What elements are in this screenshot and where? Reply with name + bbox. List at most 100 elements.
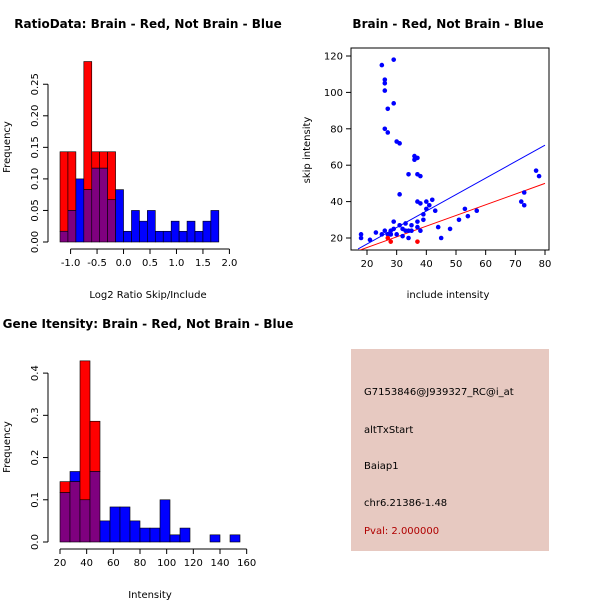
ratio-hist-bar xyxy=(115,189,124,243)
scatter-point-not-brain xyxy=(397,222,402,228)
ratio-hist-bar xyxy=(67,151,77,211)
intensity-hist-bar xyxy=(59,481,71,493)
ratio-hist-bar xyxy=(186,220,196,243)
ratio-hist-y-tick-label: 0.20 xyxy=(30,105,41,127)
ratio-hist-bar-overlap xyxy=(67,210,77,243)
scatter-point-not-brain xyxy=(456,217,462,223)
scatter-point-not-brain xyxy=(367,237,373,243)
intensity-hist-xlabel: Intensity xyxy=(128,590,172,600)
ratio-hist-bar xyxy=(123,230,132,243)
intensity-hist-bar xyxy=(119,506,131,543)
scatter-point-not-brain xyxy=(391,226,397,232)
scatter-point-not-brain xyxy=(421,217,426,223)
scatter-point-not-brain xyxy=(382,88,388,93)
intensity-hist-bar xyxy=(139,527,151,543)
intensity-hist-bar xyxy=(209,534,221,543)
intensity-hist-ylabel: Frequency xyxy=(2,421,13,473)
scatter-point-not-brain xyxy=(382,81,388,86)
intensity-hist-x-tick-label: 140 xyxy=(210,558,229,569)
intensity-hist-bar xyxy=(229,534,241,543)
ratio-hist-x-tick-label: 0.5 xyxy=(142,258,158,269)
ratio-hist-bar xyxy=(154,230,164,243)
scatter-point-not-brain xyxy=(465,213,471,219)
ratio-hist-ylabel: Frequency xyxy=(2,121,13,173)
scatter-title: Brain - Red, Not Brain - Blue xyxy=(352,17,543,31)
scatter-ylabel: skip intensity xyxy=(302,117,313,184)
scatter-x-tick-label: 80 xyxy=(539,259,552,270)
ratio-hist-bar xyxy=(139,220,148,243)
ratio-hist-bar xyxy=(83,61,93,190)
scatter-point-not-brain xyxy=(474,208,480,213)
scatter-point-not-brain xyxy=(385,106,391,112)
ratio-hist-bar xyxy=(107,151,116,201)
scatter-point-not-brain xyxy=(415,224,420,230)
intensity-hist-bar-overlap xyxy=(59,492,71,543)
intensity-hist-x-tick-label: 20 xyxy=(54,558,67,569)
scatter-y-tick-label: 120 xyxy=(324,52,343,63)
intensity-scatter-panel: Brain - Red, Not Brain - Blue 20 30 40 50 60… xyxy=(302,17,551,301)
scatter-point-not-brain xyxy=(429,197,435,203)
scatter-point-not-brain xyxy=(424,199,429,204)
intensity-hist-bar xyxy=(159,499,171,543)
scatter-point-not-brain xyxy=(415,155,420,161)
ratio-hist-y-tick-label: 0.05 xyxy=(30,199,41,221)
intensity-hist-bar xyxy=(129,520,141,543)
scatter-point-not-brain xyxy=(406,172,411,177)
ratio-hist-y-tick-label: 0.25 xyxy=(30,73,41,95)
ratio-hist-y-tick-label: 0.00 xyxy=(30,231,41,253)
scatter-point-not-brain xyxy=(406,235,411,241)
scatter-point-not-brain xyxy=(438,235,444,241)
ratio-hist-x-tick-label: -1.0 xyxy=(61,258,81,269)
scatter-point-not-brain xyxy=(533,168,539,173)
scatter-point-not-brain xyxy=(382,126,388,132)
scatter-point-brain xyxy=(385,235,391,241)
scatter-point-not-brain xyxy=(391,101,397,106)
ratio-hist-x-tick-label: 1.5 xyxy=(195,258,211,269)
ratio-hist-bar xyxy=(194,230,204,243)
scatter-point-not-brain xyxy=(379,62,385,68)
scatter-point-not-brain xyxy=(397,141,402,146)
ratio-hist-bar-overlap xyxy=(99,167,108,243)
ratio-hist-x-tick-label: 2.0 xyxy=(221,258,237,269)
scatter-point-not-brain xyxy=(400,233,405,239)
ratio-hist-title: RatioData: Brain - Red, Not Brain - Blue xyxy=(14,17,281,31)
scatter-point-not-brain xyxy=(391,57,397,62)
scatter-point-not-brain xyxy=(409,222,414,228)
intensity-hist-x-tick-label: 60 xyxy=(107,558,120,569)
gene-name-text: Baiap1 xyxy=(364,461,399,472)
scatter-point-not-brain xyxy=(415,219,420,224)
intensity-hist-y-tick-label: 0.2 xyxy=(30,450,41,466)
scatter-point-not-brain xyxy=(432,208,438,213)
scatter-y-tick-label: 20 xyxy=(330,234,343,245)
intensity-hist-bar xyxy=(69,471,81,482)
ratio-hist-bars xyxy=(59,61,220,243)
scatter-point-not-brain xyxy=(518,199,524,204)
intensity-hist-bar xyxy=(169,534,181,543)
scatter-point-not-brain xyxy=(418,173,423,179)
location-text: chr6.21386-1.48 xyxy=(364,498,448,509)
intensity-hist-bar xyxy=(109,506,121,543)
ratio-hist-axes: -1.0 -0.5 0.0 0.5 1.0 1.5 2.0 0.00 0.05 0.10 0.15 0… xyxy=(30,73,237,269)
scatter-x-tick-label: 60 xyxy=(479,259,492,270)
scatter-point-not-brain xyxy=(391,219,397,224)
ratio-hist-x-tick-label: 0.0 xyxy=(116,258,132,269)
pval-text: Pval: 2.000000 xyxy=(364,526,440,537)
scatter-point-not-brain xyxy=(358,232,364,237)
scatter-y-tick-label: 40 xyxy=(330,197,343,208)
scatter-point-not-brain xyxy=(403,221,408,226)
info-panel: G7153846@J939327_RC@i_at altTxStart Baia… xyxy=(351,349,549,551)
scatter-point-not-brain xyxy=(379,232,385,237)
intensity-hist-x-tick-label: 160 xyxy=(237,558,256,569)
intensity-hist-x-tick-label: 80 xyxy=(134,558,147,569)
scatter-point-not-brain xyxy=(435,224,441,230)
intensity-hist-bar-overlap xyxy=(69,481,81,543)
ratio-hist-xlabel: Log2 Ratio Skip/Include xyxy=(89,290,206,301)
scatter-point-not-brain xyxy=(397,192,402,197)
scatter-red-fit-line xyxy=(358,182,546,250)
intensity-hist-axes: 20 40 60 80 100 120 140 160 0.0 0.1 0.2 0.3 0.4 xyxy=(30,365,256,569)
scatter-point-not-brain xyxy=(418,201,423,206)
ratio-hist-bar xyxy=(147,210,156,243)
ratio-hist-bar xyxy=(162,230,172,243)
ratio-hist-bar xyxy=(170,220,180,243)
ratio-hist-bar-overlap xyxy=(107,199,116,243)
